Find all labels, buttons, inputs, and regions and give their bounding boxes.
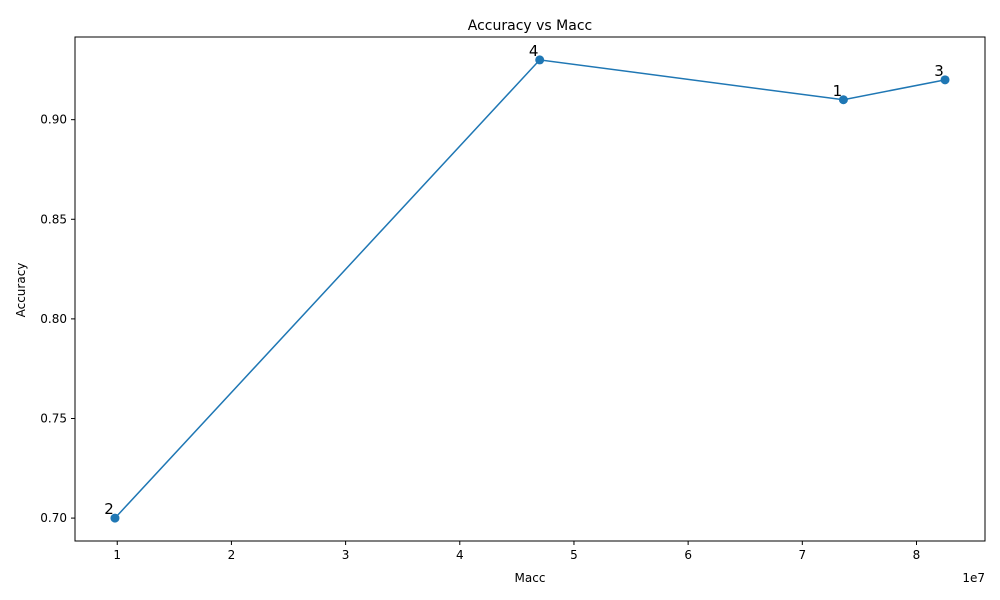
x-tick-label: 6 — [684, 548, 692, 562]
x-tick-label: 5 — [570, 548, 578, 562]
y-tick-label: 0.80 — [40, 312, 67, 326]
data-point-label: 4 — [529, 42, 539, 60]
series-line — [114, 59, 946, 519]
y-tick-label: 0.90 — [40, 113, 67, 127]
data-point — [838, 95, 848, 105]
x-tick-label: 8 — [913, 548, 921, 562]
data-point — [535, 55, 545, 65]
y-tick-label: 0.75 — [40, 411, 67, 425]
x-tick-label: 1 — [113, 548, 121, 562]
x-axis-offset-label: 1e7 — [962, 571, 985, 585]
y-tick-label: 0.70 — [40, 511, 67, 525]
y-tick-label: 0.85 — [40, 212, 67, 226]
data-point-label: 1 — [833, 82, 843, 100]
plot-area: 1 2 3 4 5 6 7 8 0.70 0.75 0.80 0.85 0.90 2 4 1 3 — [40, 36, 986, 562]
data-point — [110, 513, 120, 523]
x-tick-label: 2 — [228, 548, 236, 562]
data-point-label: 2 — [104, 500, 114, 518]
y-axis-title: Accuracy — [14, 263, 28, 318]
x-tick-label: 4 — [456, 548, 464, 562]
data-point — [940, 75, 950, 85]
axes-frame — [74, 36, 986, 542]
x-tick-label: 7 — [798, 548, 806, 562]
x-axis-title: Macc — [515, 571, 546, 585]
chart-title: Accuracy vs Macc — [468, 18, 592, 34]
data-point-label: 3 — [934, 62, 944, 80]
x-tick-label: 3 — [342, 548, 350, 562]
